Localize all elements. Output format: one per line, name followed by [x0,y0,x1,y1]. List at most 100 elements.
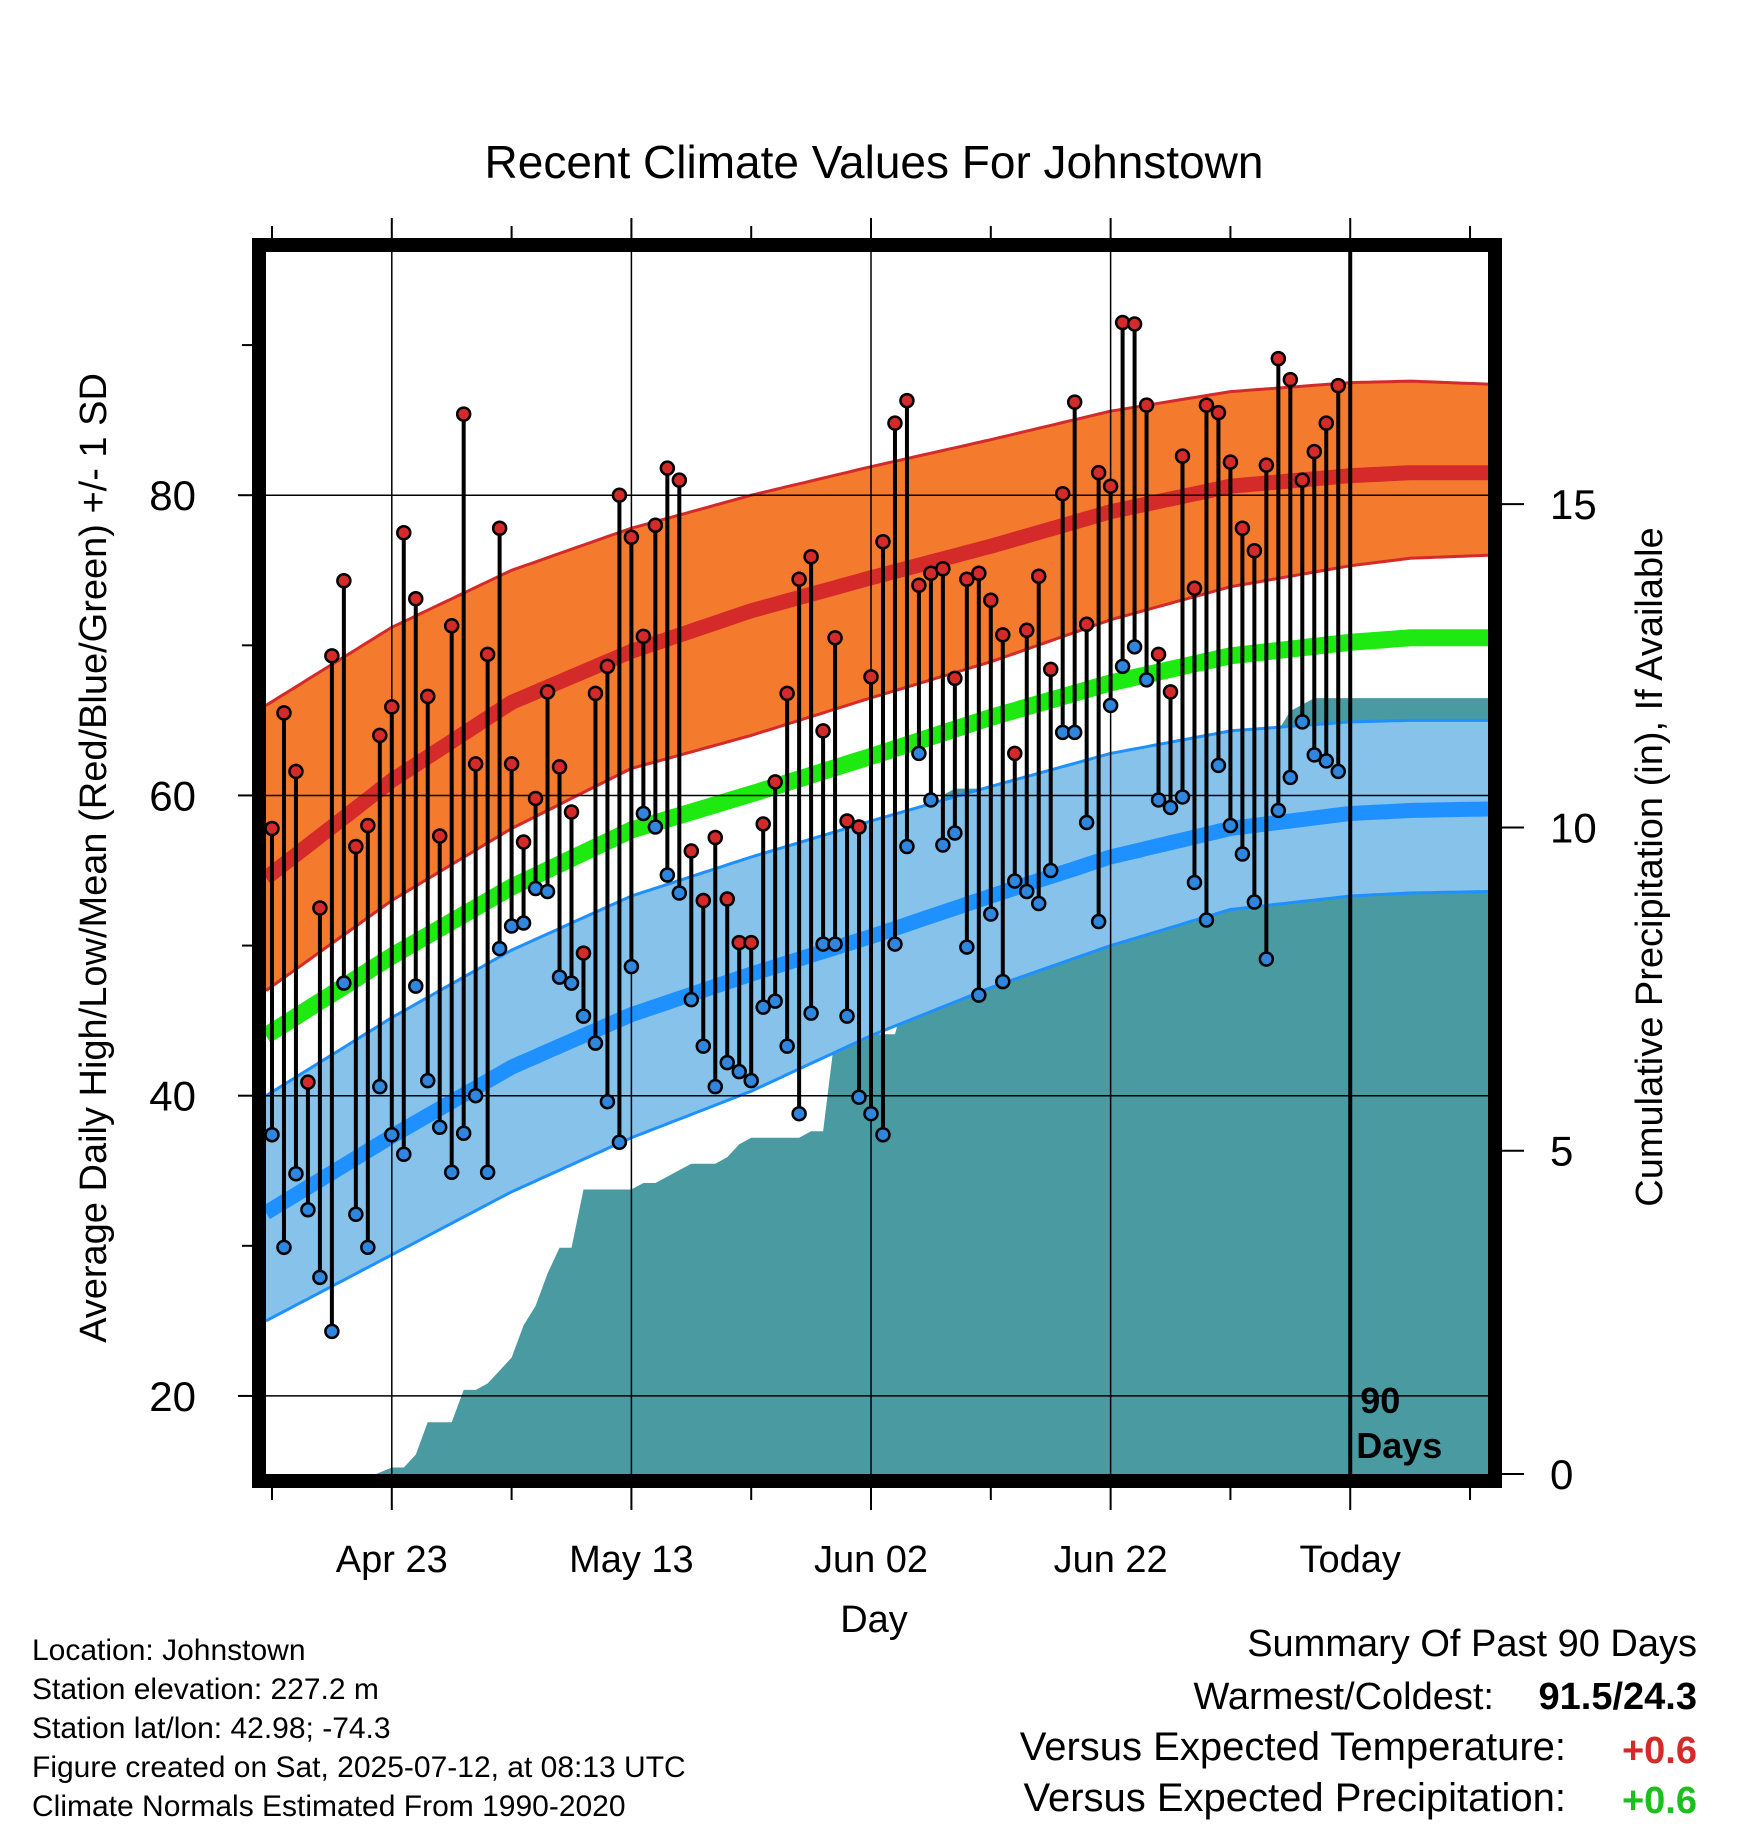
daily-high-point [899,392,915,409]
y-tick-label: 40 [149,1073,196,1120]
daily-high-point [372,727,388,744]
daily-low-point [419,1072,436,1089]
daily-high-point [551,759,568,775]
daily-low-point [384,1126,400,1143]
daily-low-point [683,991,700,1008]
daily-low-point [887,936,903,952]
daily-high-point [336,573,352,589]
daily-low-point [623,958,640,975]
daily-high-point [348,838,364,855]
daily-high-point [719,891,735,907]
daily-high-point [312,900,328,916]
daily-high-point [1186,580,1203,597]
daily-low-point [467,1087,484,1104]
daily-high-point [1042,661,1059,678]
daily-low-point [360,1239,376,1256]
daily-low-point [1234,846,1251,862]
high-sd-lower-line [266,553,1488,992]
daily-high-point [971,565,987,582]
daily-high-point [563,804,580,820]
daily-low-point [1138,672,1155,688]
info-created: Figure created on Sat, 2025-07-12, at 08… [32,1751,686,1784]
daily-low-point [1306,747,1323,763]
daily-low-point [1042,862,1059,879]
low-sd-lower-line [266,890,1488,1323]
daily-high-point [887,415,903,431]
daily-high-point [1246,542,1263,559]
daily-high-point [515,834,532,850]
daily-low-point [479,1164,496,1181]
daily-high-point [995,627,1011,643]
daily-high-point [1270,350,1287,367]
daily-high-point [539,684,556,700]
daily-low-point [767,993,783,1009]
high-normal-line [266,465,1488,884]
daily-high-point [408,591,424,607]
daily-low-point [1126,639,1143,655]
daily-high-point [1234,520,1251,536]
daily-low-point [1114,658,1131,675]
daily-high-point [707,829,724,846]
daily-low-point [755,999,771,1015]
daily-high-point [266,820,280,837]
daily-low-point [1162,799,1179,816]
daily-low-point [396,1146,412,1162]
daily-high-point [1066,394,1083,410]
daily-low-point [959,939,975,955]
daily-low-point [551,969,568,985]
daily-high-point [479,646,496,663]
daily-low-point [899,838,915,855]
x-axis-title: Day [840,1599,908,1641]
daily-low-point [707,1078,724,1095]
daily-low-point [443,1164,460,1181]
y2-tick-label: 0 [1550,1451,1573,1498]
daily-high-point [599,658,616,675]
daily-high-point [1174,448,1191,464]
daily-low-point [743,1072,759,1089]
daily-low-point [312,1269,328,1286]
daily-high-point [959,571,975,588]
daily-high-point [276,705,292,721]
daily-high-point [1078,616,1095,633]
daily-high-point [863,669,879,685]
daily-high-point [1282,371,1299,388]
daily-low-point [935,837,951,853]
daily-low-point [336,975,352,991]
daily-low-point [635,805,652,822]
daily-high-point [983,592,999,609]
daily-low-point [324,1323,340,1340]
y2-tick-label: 10 [1550,804,1597,851]
x-tick-label: Apr 23 [336,1539,448,1581]
daily-high-point [1306,443,1323,460]
daily-low-point [575,1008,592,1024]
x-tick-label: May 13 [569,1539,694,1581]
x-tick-label: Jun 22 [1054,1539,1168,1581]
daily-high-point [467,756,484,772]
summary-warmest-label: Warmest/Coldest: [1193,1676,1494,1718]
today-marker-label-days: Days [1356,1425,1442,1466]
daily-high-point [396,524,412,541]
daily-low-point [1270,802,1287,819]
daily-low-point [1258,951,1275,967]
daily-high-point [659,460,676,476]
daily-low-point [276,1239,292,1256]
daily-low-point [719,1054,735,1071]
daily-high-point [431,828,448,844]
daily-high-point [743,934,759,951]
daily-low-point [875,1126,891,1143]
daily-high-point [288,763,304,780]
daily-high-point [491,520,508,536]
daily-high-point [587,685,604,702]
daily-high-point [1210,404,1227,421]
y2-tick-label: 5 [1550,1128,1573,1175]
daily-high-point [623,529,640,545]
y2-tick-label: 15 [1550,481,1597,528]
daily-low-point [1186,874,1203,891]
daily-low-point [1007,873,1023,889]
daily-low-point [647,819,664,835]
today-marker-label-number: 90 [1360,1380,1400,1421]
daily-high-point [1150,646,1167,663]
daily-low-point [1210,757,1227,774]
daily-low-point [587,1035,604,1051]
